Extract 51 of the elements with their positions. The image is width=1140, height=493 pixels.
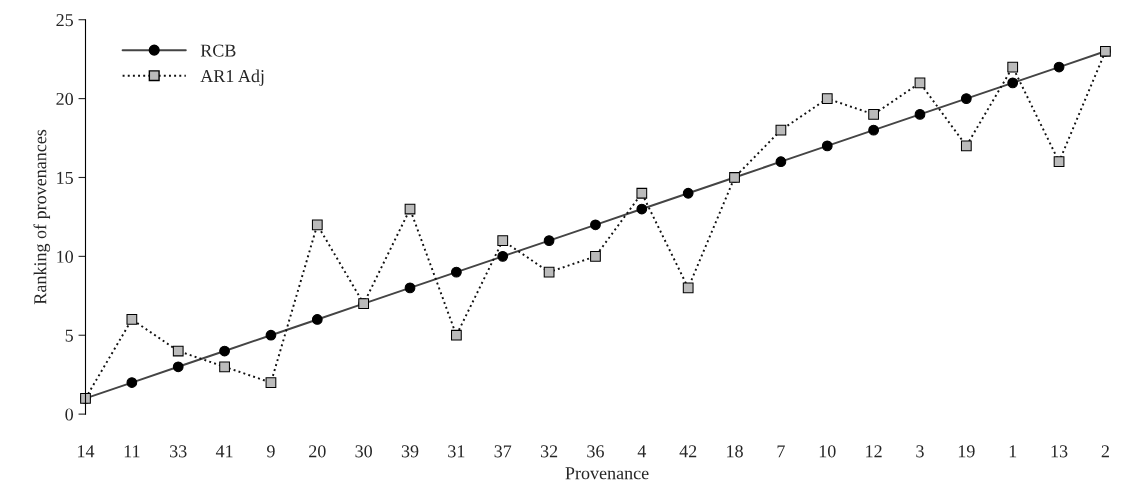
point	[914, 77, 926, 89]
x-tick-label: 9	[267, 445, 275, 458]
x-tick-label: 33	[170, 445, 187, 458]
x-tick-label: 20	[309, 445, 326, 458]
y-tick-label: 15	[57, 171, 73, 184]
legend-label: AR1 Adj	[200, 69, 264, 86]
point	[636, 187, 648, 199]
point	[821, 93, 833, 104]
y-tick-label: 0	[65, 408, 74, 421]
point	[497, 235, 509, 246]
y-tick-label: 5	[65, 329, 73, 342]
x-tick-label: 3	[916, 445, 924, 458]
y-tick-label: 20	[56, 92, 74, 106]
point	[543, 266, 555, 278]
x-axis-title: Provenance	[565, 467, 649, 480]
point	[126, 314, 138, 325]
point	[775, 124, 787, 136]
x-tick-label: 41	[215, 445, 233, 458]
x-tick-label: 7	[777, 445, 785, 458]
x-tick-label: 32	[540, 445, 558, 458]
x-tick-label: 1	[1009, 445, 1017, 458]
x-tick-label: 2	[1101, 445, 1109, 458]
x-tick-label: 42	[679, 445, 697, 458]
point	[590, 250, 601, 262]
x-tick-label: 4	[637, 445, 647, 458]
point	[219, 361, 230, 373]
x-tick-label: 36	[587, 445, 604, 458]
x-tick-label: 37	[494, 445, 512, 458]
x-tick-label: 19	[958, 445, 975, 458]
x-tick-label: 39	[401, 445, 419, 458]
point	[311, 219, 323, 231]
point	[172, 345, 184, 357]
point	[265, 377, 277, 388]
x-tick-label: 13	[1051, 445, 1068, 458]
point	[868, 108, 879, 120]
x-tick-label: 11	[124, 445, 140, 458]
y-axis-title: Ranking of provenances	[33, 129, 51, 305]
point	[1007, 61, 1019, 73]
legend-label: RCB	[200, 44, 236, 57]
y-tick-label: 10	[57, 250, 74, 263]
point	[451, 329, 462, 341]
x-tick-label: 12	[866, 445, 882, 458]
x-tick-label: 31	[448, 445, 465, 458]
x-tick-label: 14	[78, 445, 95, 458]
point	[682, 282, 694, 294]
x-tick-label: 10	[819, 445, 836, 458]
point	[960, 140, 972, 152]
y-tick-label: 25	[56, 14, 73, 27]
x-tick-label: 30	[355, 445, 372, 458]
point	[1053, 156, 1065, 168]
x-tick-label: 18	[727, 445, 743, 458]
